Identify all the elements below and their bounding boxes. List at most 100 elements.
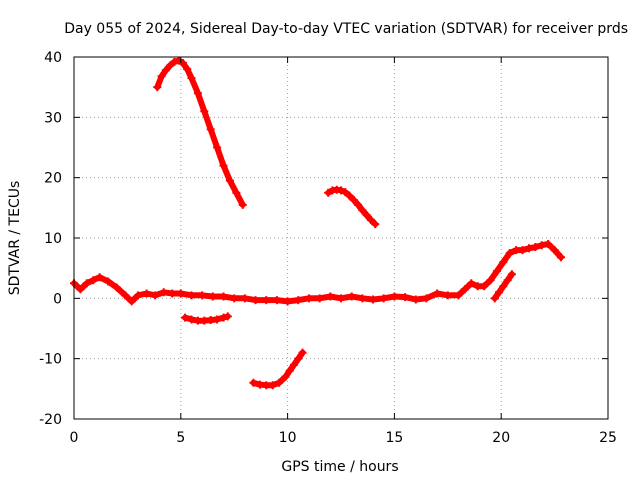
- data-point: [366, 215, 375, 224]
- data-point: [495, 288, 504, 297]
- data-point: [104, 277, 113, 286]
- chart-title: Day 055 of 2024, Sidereal Day-to-day VTE…: [64, 21, 628, 37]
- x-tick-label: 15: [385, 430, 403, 446]
- series-segment-neg-large: [249, 348, 307, 390]
- data-point: [379, 294, 388, 303]
- data-point: [345, 191, 354, 200]
- data-point: [159, 288, 168, 297]
- data-point: [225, 176, 234, 185]
- data-point: [411, 295, 420, 304]
- data-point: [170, 57, 179, 66]
- axis-ticks: 0 5 10 15 20 25 -20 -10 0 10 20 30 40: [39, 50, 617, 446]
- data-point: [262, 296, 271, 305]
- data-point: [294, 296, 303, 305]
- series-segment-late-rise: [490, 270, 516, 303]
- data-point: [324, 188, 333, 197]
- data-point: [174, 56, 183, 65]
- data-point: [443, 291, 452, 300]
- series-arc-high: [153, 56, 247, 209]
- data-point: [358, 206, 367, 215]
- data-point: [213, 315, 222, 324]
- y-tick-label: 30: [44, 110, 62, 126]
- data-point: [349, 195, 358, 204]
- data-point: [390, 292, 399, 301]
- data-point: [454, 291, 463, 300]
- data-point: [294, 354, 303, 363]
- data-point: [433, 289, 442, 298]
- x-tick-label: 20: [492, 430, 510, 446]
- data-point: [142, 289, 151, 298]
- data-point: [371, 220, 380, 229]
- data-point: [112, 283, 121, 292]
- data-point: [181, 313, 190, 322]
- data-point: [369, 295, 378, 304]
- data-point: [95, 273, 104, 282]
- series-arc-mid: [324, 185, 380, 229]
- data-point: [251, 296, 260, 305]
- data-point: [82, 279, 91, 288]
- x-tick-label: 0: [70, 430, 79, 446]
- data-point: [121, 291, 130, 300]
- y-tick-label: 40: [44, 50, 62, 66]
- data-point: [285, 366, 294, 375]
- data-point: [187, 291, 196, 300]
- data-point: [153, 83, 162, 92]
- data-point: [518, 246, 527, 255]
- data-point: [354, 200, 363, 209]
- y-axis-label: SDTVAR / TECUs: [7, 181, 23, 296]
- data-point: [480, 282, 489, 291]
- data-point: [401, 293, 410, 302]
- data-point: [505, 249, 514, 258]
- data-point: [213, 143, 222, 152]
- data-point: [200, 107, 209, 116]
- data-point: [161, 66, 170, 75]
- data-point: [178, 59, 187, 68]
- data-point: [290, 360, 299, 369]
- data-point: [298, 348, 307, 357]
- data-point: [326, 292, 335, 301]
- data-point: [486, 276, 495, 285]
- grid-lines: [74, 57, 608, 419]
- y-tick-label: -10: [39, 352, 62, 368]
- data-point: [275, 378, 284, 387]
- data-point: [198, 291, 207, 300]
- data-point: [166, 61, 175, 70]
- data-point: [157, 72, 166, 81]
- data-point: [193, 89, 202, 98]
- data-point: [524, 244, 533, 253]
- data-point: [283, 297, 292, 306]
- data-point: [304, 294, 313, 303]
- data-point: [492, 267, 501, 276]
- data-point: [362, 211, 371, 220]
- data-point: [183, 65, 192, 74]
- x-axis-label: GPS time / hours: [281, 459, 398, 475]
- data-point: [89, 276, 98, 285]
- x-tick-label: 10: [279, 430, 297, 446]
- data-point: [168, 289, 177, 298]
- data-point: [232, 188, 241, 197]
- data-point: [127, 297, 136, 306]
- data-point: [219, 161, 228, 170]
- data-point: [467, 279, 476, 288]
- data-point: [219, 292, 228, 301]
- x-tick-label: 25: [599, 430, 617, 446]
- data-point: [531, 243, 540, 252]
- data-point: [208, 292, 217, 301]
- data-point: [499, 282, 508, 291]
- data-point: [422, 294, 431, 303]
- data-point: [240, 294, 249, 303]
- data-point: [341, 188, 350, 197]
- data-point: [503, 276, 512, 285]
- series-main-trace: [70, 240, 566, 306]
- data-point: [176, 289, 185, 298]
- data-point: [557, 253, 566, 262]
- data-point: [544, 240, 553, 249]
- data-point: [337, 186, 345, 195]
- y-tick-label: 0: [53, 291, 62, 307]
- data-point: [272, 296, 281, 305]
- data-point: [499, 258, 508, 267]
- series-segment-neg-small: [181, 312, 232, 325]
- data-point: [219, 313, 228, 322]
- data-point: [315, 294, 324, 303]
